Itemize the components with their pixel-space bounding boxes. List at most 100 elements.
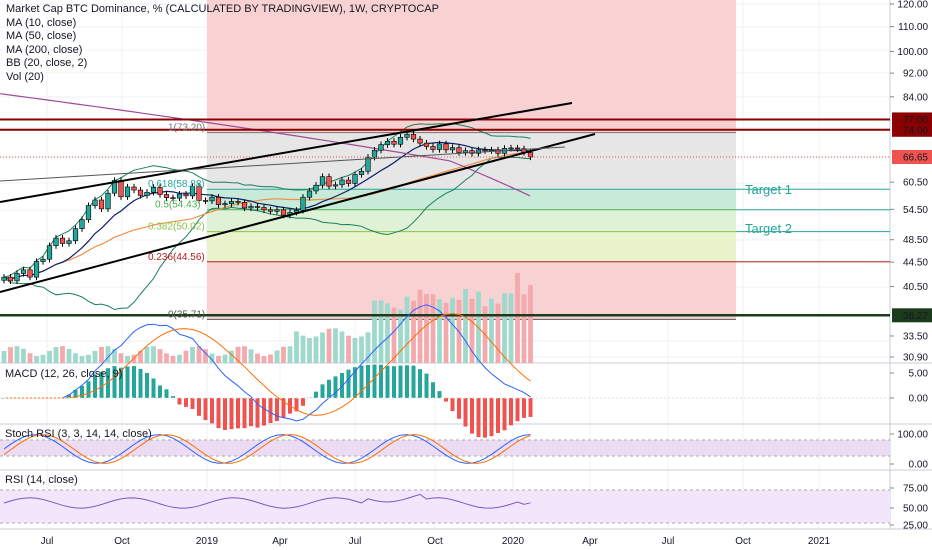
volume-bar (216, 355, 221, 363)
candle-body (527, 152, 534, 158)
volume-bar (443, 302, 449, 363)
macd-hist-bar (138, 368, 143, 398)
volume-bar (281, 346, 286, 363)
pane-label-75.00: 75.00 (903, 484, 928, 495)
macd-hist-bar (255, 398, 260, 428)
candle-body (423, 142, 430, 147)
legend-ma200: MA (200, close) (6, 43, 83, 56)
macd-hist-bar (372, 364, 377, 398)
macd-hist-bar (190, 398, 195, 409)
volume-bar (21, 348, 26, 363)
ma200-line (0, 93, 531, 197)
volume-bar (346, 335, 351, 363)
candle-body (183, 193, 189, 197)
volume-bar (47, 350, 52, 363)
volume-bar (300, 335, 306, 363)
candle-body (46, 245, 53, 260)
macd-hist-bar (184, 398, 188, 407)
candle-body (222, 203, 228, 205)
candle-body (235, 201, 241, 203)
fib-label-1: 1(73.20) (168, 123, 205, 134)
candle-body (358, 170, 365, 175)
price-label-84.00: 84.00 (903, 92, 928, 103)
volume-bar (196, 346, 202, 363)
candle-body (514, 147, 521, 150)
candle-body (27, 269, 33, 278)
macd-hist-bar (476, 398, 481, 437)
candle-body (462, 150, 469, 153)
volume-bar (307, 337, 312, 363)
bb-upper-line (3, 123, 531, 278)
candle-body (339, 179, 345, 186)
time-label-Jul: Jul (349, 536, 362, 547)
macd-hist-bar (509, 398, 513, 426)
volume-bar (495, 303, 501, 363)
legend-bb: BB (20, close, 2) (6, 57, 88, 69)
candle-body (352, 174, 358, 184)
volume-bar (515, 273, 520, 363)
macd-hist-bar (528, 398, 533, 417)
sub-panes: 5.00 0.00 100.00 0.00 75.00 50.00 25.00 (0, 304, 929, 532)
price-label-box-66.65 (892, 149, 932, 164)
candle-body (488, 149, 495, 152)
pane-label-5.00: 5.00 (909, 369, 929, 380)
candle-body (59, 237, 66, 244)
price-label-74.00: 74.00 (903, 125, 928, 136)
macd-line (4, 304, 531, 422)
candle-body (443, 143, 449, 151)
candle-body (436, 143, 443, 150)
candle-body (417, 138, 423, 144)
volume-bar (86, 354, 91, 363)
candle-body (157, 187, 163, 195)
candle-body (365, 156, 371, 172)
macd-hist-bar (483, 398, 487, 438)
volume-bar (326, 328, 332, 363)
candle-body (85, 205, 92, 220)
volume-bar (313, 336, 319, 363)
macd-hist-bar (275, 398, 279, 422)
macd-hist-bar (320, 384, 325, 398)
price-label-54.50: 54.50 (903, 205, 928, 216)
candle-body (326, 176, 332, 187)
volume-bar (255, 353, 260, 363)
candle-body (209, 196, 215, 202)
candle-body (196, 186, 202, 201)
pane-label-50.00: 50.00 (903, 504, 928, 515)
time-label-2019: 2019 (196, 536, 219, 547)
candle-body (170, 197, 176, 199)
macd-hist-bar (106, 368, 110, 398)
price-label-box-74.00 (892, 122, 932, 137)
volume-bar (53, 347, 59, 363)
time-label-2020: 2020 (502, 536, 525, 547)
candle-body (261, 207, 267, 211)
candle-body (456, 147, 462, 153)
volume-bar (105, 346, 111, 363)
macd-hist-bar (359, 365, 364, 398)
volume-bar (112, 349, 117, 363)
macd-hist-bar (132, 366, 136, 398)
volume-bar (242, 346, 247, 363)
ma10-line (3, 141, 531, 280)
macd-hist-bar (164, 389, 169, 398)
macd-hist-bar (340, 373, 344, 398)
volume-bar (203, 349, 208, 363)
macd-hist-bar (80, 385, 84, 398)
candle-body (267, 209, 274, 212)
volume-bar (8, 347, 13, 363)
macd-hist-bar (171, 396, 175, 398)
trend-line-thin (0, 146, 566, 182)
candle-body (124, 186, 131, 198)
macd-hist-bar (431, 382, 435, 398)
price-label-30.90: 30.90 (903, 353, 928, 364)
volume-bar (222, 354, 228, 363)
legend-ma10: MA (10, close) (6, 16, 77, 29)
bb-lower-line (3, 156, 531, 311)
volume-bar (248, 349, 254, 363)
macd-hist-bar (333, 376, 338, 398)
macd-hist-bar (177, 398, 182, 405)
macd-hist-bar (489, 398, 494, 437)
macd-hist-bar (411, 365, 416, 398)
volume-bar (469, 298, 475, 363)
price-label-36.27: 36.27 (903, 311, 928, 322)
